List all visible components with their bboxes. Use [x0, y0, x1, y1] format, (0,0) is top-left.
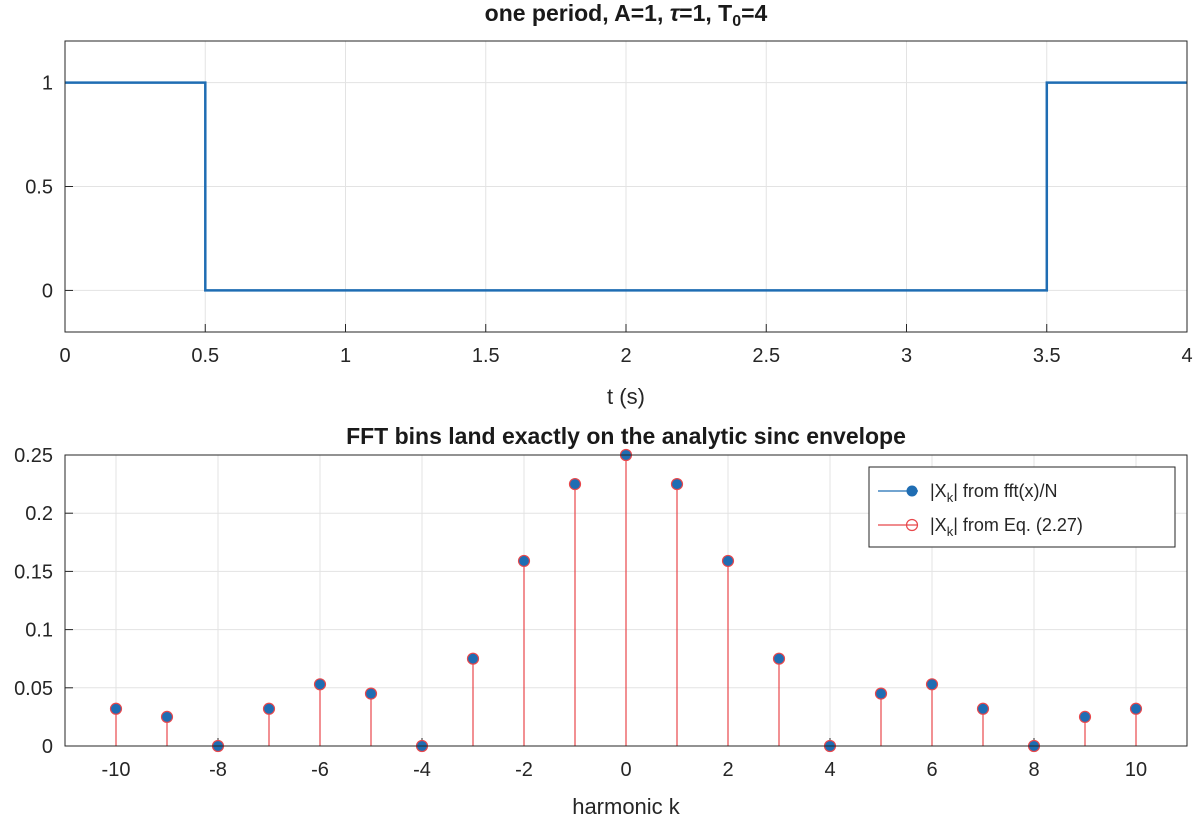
marker-fft	[722, 555, 734, 567]
marker-fft	[518, 555, 530, 567]
marker-analytic	[466, 652, 480, 665]
marker-fft	[365, 688, 377, 700]
x-tick-label: 0	[59, 345, 70, 367]
marker-analytic	[109, 702, 123, 715]
axes-box	[64, 454, 1188, 747]
top-chart-title: one period, A=1, τ=1, T0=4	[485, 0, 768, 30]
time-domain-plot: 0 0.5 1 1.5 2 2.5 3 3.5 4 00.51 one period, A=1,…	[25, 0, 1192, 409]
rectangular-pulse-line	[65, 81, 1187, 292]
y-tick-label: 0.2	[25, 503, 53, 525]
legend-label-analytic: |Xk| from Eq. (2.27)	[930, 515, 1083, 539]
top-x-axis-label: t (s)	[607, 384, 645, 409]
x-tick-label: 0.5	[191, 345, 219, 367]
x-tick-label: 3	[901, 345, 912, 367]
marker-analytic	[313, 678, 327, 691]
marker-fft	[671, 478, 683, 490]
marker-analytic	[874, 687, 888, 700]
x-tick-labels: -10 -8 -6 -4 -2 0 2 4 6 8 10	[102, 759, 1148, 781]
x-tick-label: 6	[926, 759, 937, 781]
x-tick-label: 4	[1181, 345, 1192, 367]
x-tick-label: 0	[620, 759, 631, 781]
x-tick-label: 2	[620, 345, 631, 367]
x-tick-label: 10	[1125, 759, 1147, 781]
x-tick-label: 2.5	[752, 345, 780, 367]
marker-fft	[263, 703, 275, 715]
legend-marker-analytic	[905, 518, 919, 532]
x-tick-label: 2	[722, 759, 733, 781]
marker-analytic	[160, 710, 174, 724]
marker-fft	[1130, 703, 1142, 715]
marker-fft	[569, 478, 581, 490]
x-tick-label: -8	[209, 759, 227, 781]
marker-fft	[161, 711, 173, 723]
bottom-x-axis-label: harmonic k	[572, 794, 681, 819]
markers	[109, 448, 1143, 753]
marker-analytic	[364, 687, 378, 700]
stems	[115, 455, 1137, 746]
marker-fft	[875, 688, 887, 700]
marker-fft	[773, 653, 785, 665]
axes-box	[64, 40, 1188, 333]
bottom-chart-title: FFT bins land exactly on the analytic si…	[346, 423, 906, 449]
x-tick-label: -10	[102, 759, 131, 781]
y-tick-label: 0.05	[14, 678, 53, 700]
harmonic-stem-plot: -10 -8 -6 -4 -2 0 2 4 6 8 10 0 0.05 0.1 0.15 0.2 0.25 F…	[14, 423, 1188, 819]
y-tick-label: 0.1	[25, 620, 53, 642]
y-tick-label: 0.15	[14, 561, 53, 583]
x-tick-label: -6	[311, 759, 329, 781]
x-tick-label: 1.5	[472, 345, 500, 367]
marker-analytic	[925, 678, 939, 691]
y-tick-label: 0	[42, 736, 53, 758]
y-tick-label: 0.25	[14, 445, 53, 467]
x-tick-label: 4	[824, 759, 835, 781]
marker-analytic	[721, 554, 735, 568]
marker-analytic	[1129, 702, 1143, 715]
legend: |Xk| from fft(x)/N |Xk| from Eq. (2.27)	[868, 466, 1176, 548]
marker-analytic	[670, 478, 684, 491]
marker-fft	[926, 678, 938, 690]
x-tick-labels: 0 0.5 1 1.5 2 2.5 3 3.5 4	[59, 345, 1192, 367]
legend-label-fft: |Xk| from fft(x)/N	[930, 481, 1058, 505]
y-tick-label: 0	[42, 280, 53, 302]
y-tick-labels: 00.51	[25, 73, 53, 303]
y-tick-label: 0.5	[25, 177, 53, 199]
x-tick-label: 1	[340, 345, 351, 367]
x-tick-label: 3.5	[1033, 345, 1061, 367]
marker-fft	[314, 678, 326, 690]
marker-analytic	[976, 702, 990, 715]
x-tick-label: -4	[413, 759, 431, 781]
legend-box	[868, 466, 1176, 548]
marker-fft	[1079, 711, 1091, 723]
marker-analytic	[772, 652, 786, 665]
marker-analytic	[517, 554, 531, 568]
x-tick-label: 8	[1028, 759, 1039, 781]
marker-fft	[467, 653, 479, 665]
marker-fft	[110, 703, 122, 715]
x-tick-label: -2	[515, 759, 533, 781]
marker-analytic	[568, 478, 582, 491]
marker-analytic	[262, 702, 276, 715]
marker-fft	[977, 703, 989, 715]
legend-marker-fft	[906, 485, 918, 497]
y-tick-label: 1	[42, 73, 53, 95]
marker-analytic	[1078, 710, 1092, 724]
y-tick-labels: 0 0.05 0.1 0.15 0.2 0.25	[14, 445, 53, 758]
